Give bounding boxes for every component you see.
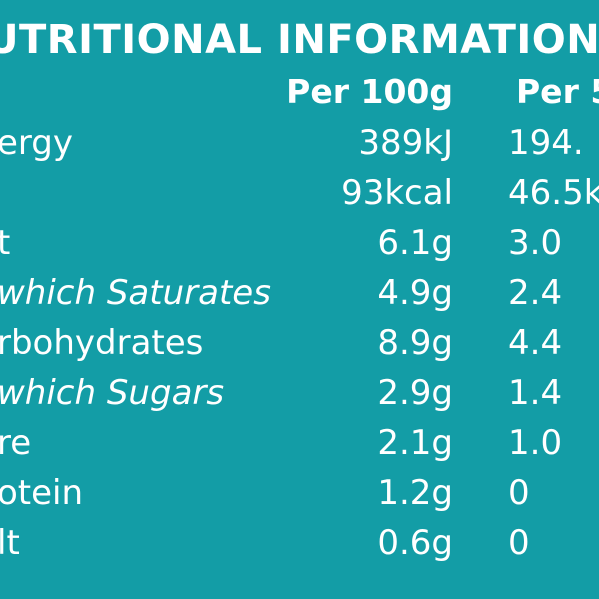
value-per-portion: 0 — [508, 473, 530, 513]
column-header-per-portion: Per 5 — [516, 72, 599, 111]
value-per-portion: 1.0 — [508, 423, 563, 463]
value-per-portion: 4.4 — [508, 323, 563, 363]
nutrition-row-protein: otein 1.2g 0 — [0, 468, 599, 518]
value-per-100g: 93kcal — [341, 173, 453, 213]
row-label: rbohydrates — [0, 323, 204, 363]
value-per-100g: 389kJ — [358, 123, 453, 163]
value-per-portion: 2.4 — [508, 273, 563, 313]
value-per-100g: 1.2g — [377, 473, 453, 513]
row-label: which Saturates — [0, 273, 271, 313]
nutrition-row-energy-kcal: 93kcal 46.5k — [0, 168, 599, 218]
value-per-portion: 3.0 — [508, 223, 563, 263]
nutrition-row-energy-kj: ergy 389kJ 194. — [0, 118, 599, 168]
value-per-portion: 194. — [508, 123, 584, 163]
value-per-100g: 8.9g — [377, 323, 453, 363]
value-per-100g: 6.1g — [377, 223, 453, 263]
panel-title: UTRITIONAL INFORMATION — [0, 17, 599, 63]
row-label: ergy — [0, 123, 74, 163]
nutrition-row-fibre: re 2.1g 1.0 — [0, 418, 599, 468]
row-label: re — [0, 423, 32, 463]
nutrition-row-fat: t 6.1g 3.0 — [0, 218, 599, 268]
row-label: otein — [0, 473, 84, 513]
row-label: t — [0, 223, 11, 263]
value-per-100g: 2.1g — [377, 423, 453, 463]
value-per-100g: 4.9g — [377, 273, 453, 313]
value-per-portion: 46.5k — [508, 173, 599, 213]
value-per-100g: 2.9g — [377, 373, 453, 413]
column-header-per-100g: Per 100g — [286, 72, 453, 111]
value-per-portion: 0 — [508, 523, 530, 563]
row-label: which Sugars — [0, 373, 225, 413]
value-per-portion: 1.4 — [508, 373, 563, 413]
nutrition-row-carbohydrates: rbohydrates 8.9g 4.4 — [0, 318, 599, 368]
nutrition-row-sugars: which Sugars 2.9g 1.4 — [0, 368, 599, 418]
row-label: lt — [0, 523, 20, 563]
value-per-100g: 0.6g — [377, 523, 453, 563]
nutrition-row-salt: lt 0.6g 0 — [0, 518, 599, 568]
nutrition-row-saturates: which Saturates 4.9g 2.4 — [0, 268, 599, 318]
